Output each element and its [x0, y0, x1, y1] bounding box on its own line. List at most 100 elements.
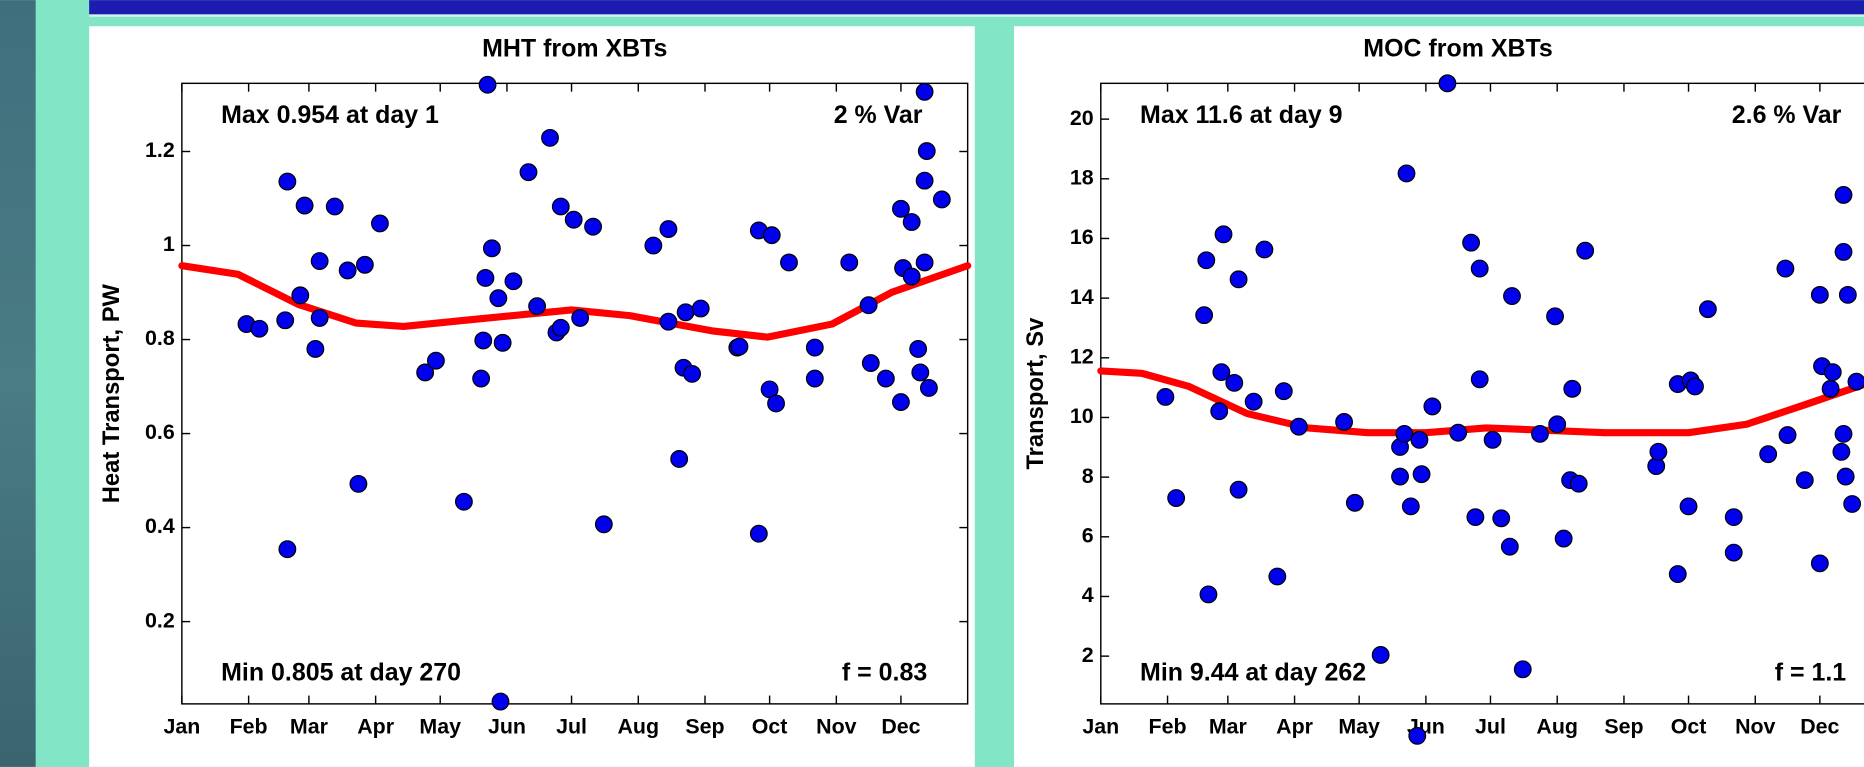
data-point	[670, 450, 689, 468]
data-point	[1686, 377, 1704, 396]
max-annotation: Max 11.6 at day 9	[1140, 101, 1343, 129]
top-band	[89, 0, 1864, 15]
data-point	[1229, 270, 1248, 289]
data-point	[1410, 430, 1429, 449]
data-point	[478, 75, 497, 94]
data-point	[1470, 370, 1489, 389]
data-point	[278, 172, 297, 191]
data-point	[1195, 306, 1214, 325]
data-point	[474, 331, 493, 350]
data-point	[892, 393, 910, 411]
plot-area	[1100, 82, 1864, 705]
data-point	[1438, 74, 1457, 93]
data-point	[1483, 430, 1502, 449]
data-point	[1821, 379, 1840, 398]
data-point	[1199, 585, 1218, 604]
data-point	[1212, 363, 1231, 382]
x-tick-label: Oct	[752, 714, 788, 738]
data-point	[1289, 417, 1308, 436]
data-point	[489, 289, 508, 308]
x-tick-label: Jul	[1475, 714, 1506, 738]
data-point	[1462, 233, 1481, 252]
data-point	[1838, 285, 1857, 304]
data-point	[1513, 660, 1532, 679]
x-tick-label: Jan	[1082, 714, 1119, 738]
data-point	[902, 213, 921, 231]
data-point	[932, 190, 951, 209]
y-tick-label: 20	[1070, 106, 1094, 130]
chart-title: MHT from XBTs	[482, 35, 667, 63]
data-point	[295, 196, 314, 215]
data-point	[1531, 424, 1549, 443]
data-point	[683, 364, 702, 383]
data-point	[659, 312, 678, 331]
x-tick-label: Feb	[1149, 714, 1187, 738]
y-tick-label: 0.2	[145, 608, 175, 632]
data-point	[571, 309, 590, 327]
data-point	[1810, 285, 1829, 304]
x-tick-label: Apr	[1276, 714, 1313, 738]
data-point	[1832, 442, 1851, 461]
y-tick-label: 6	[1082, 523, 1094, 547]
data-point	[1843, 495, 1862, 513]
data-point	[1759, 445, 1778, 464]
data-point	[1244, 392, 1263, 411]
y-tick-label: 16	[1070, 225, 1094, 249]
data-point	[859, 296, 878, 315]
x-tick-label: Jul	[556, 714, 587, 738]
y-tick-label: 4	[1082, 583, 1094, 607]
data-point	[840, 253, 859, 272]
data-point	[730, 337, 749, 356]
min-annotation: Min 9.44 at day 262	[1140, 659, 1366, 687]
data-point	[476, 269, 495, 287]
data-point	[551, 318, 570, 337]
data-point	[504, 272, 523, 291]
data-point	[291, 286, 310, 305]
x-tick-label: Oct	[1671, 714, 1707, 738]
data-point	[1466, 508, 1485, 527]
data-point	[338, 261, 357, 280]
data-point	[1268, 567, 1287, 586]
data-point	[491, 692, 510, 711]
x-tick-label: Mar	[1209, 714, 1247, 738]
data-point	[919, 379, 938, 397]
data-point	[1847, 372, 1864, 391]
data-point	[1371, 646, 1390, 664]
y-tick-label: 12	[1070, 344, 1094, 368]
x-tick-label: Aug	[1536, 714, 1578, 738]
data-point	[1274, 382, 1293, 401]
data-point	[676, 303, 695, 322]
top-band-edge	[89, 14, 1864, 17]
data-point	[584, 217, 602, 236]
y-tick-label: 18	[1070, 165, 1094, 189]
x-tick-label: Mar	[290, 714, 328, 738]
data-point	[1679, 497, 1698, 516]
data-point	[454, 492, 473, 511]
x-tick-label: Nov	[1735, 714, 1775, 738]
data-point	[1255, 240, 1274, 259]
data-point	[306, 340, 325, 358]
x-tick-label: May	[1338, 714, 1380, 738]
data-point	[915, 253, 934, 272]
data-point	[1563, 379, 1582, 398]
x-tick-label: Dec	[1800, 714, 1839, 738]
data-point	[1834, 424, 1853, 443]
data-point	[644, 236, 663, 255]
data-point	[551, 197, 570, 216]
data-point	[915, 171, 934, 190]
data-point	[861, 354, 880, 372]
data-point	[1836, 467, 1855, 486]
data-point	[1554, 529, 1573, 548]
data-point	[1167, 489, 1186, 507]
side-strip	[0, 0, 36, 767]
data-point	[1470, 259, 1489, 278]
data-point	[1210, 402, 1229, 421]
data-point	[1795, 471, 1814, 490]
data-point	[915, 82, 934, 101]
y-tick-label: 14	[1070, 285, 1094, 309]
chart-title: MOC from XBTs	[1363, 35, 1552, 63]
data-point	[1776, 259, 1795, 278]
data-point	[371, 214, 389, 233]
data-point	[1649, 442, 1668, 461]
data-point	[493, 333, 512, 352]
